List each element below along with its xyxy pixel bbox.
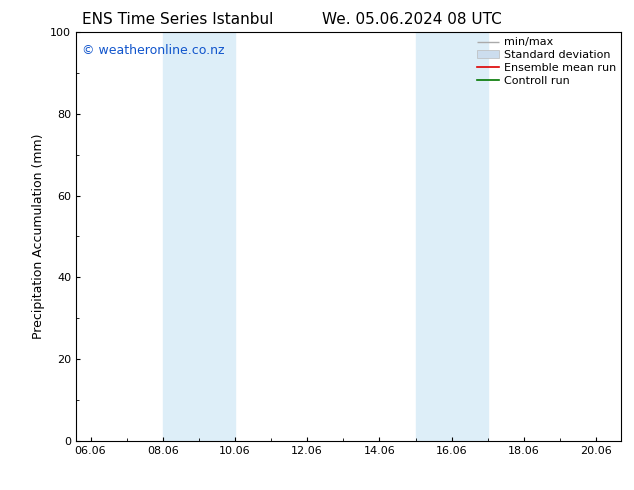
Bar <box>163 32 235 441</box>
Text: ENS Time Series Istanbul: ENS Time Series Istanbul <box>82 12 273 27</box>
Y-axis label: Precipitation Accumulation (mm): Precipitation Accumulation (mm) <box>32 134 44 339</box>
Text: © weatheronline.co.nz: © weatheronline.co.nz <box>82 44 224 57</box>
Bar <box>415 32 488 441</box>
Legend: min/max, Standard deviation, Ensemble mean run, Controll run: min/max, Standard deviation, Ensemble me… <box>475 35 618 88</box>
Text: We. 05.06.2024 08 UTC: We. 05.06.2024 08 UTC <box>322 12 502 27</box>
